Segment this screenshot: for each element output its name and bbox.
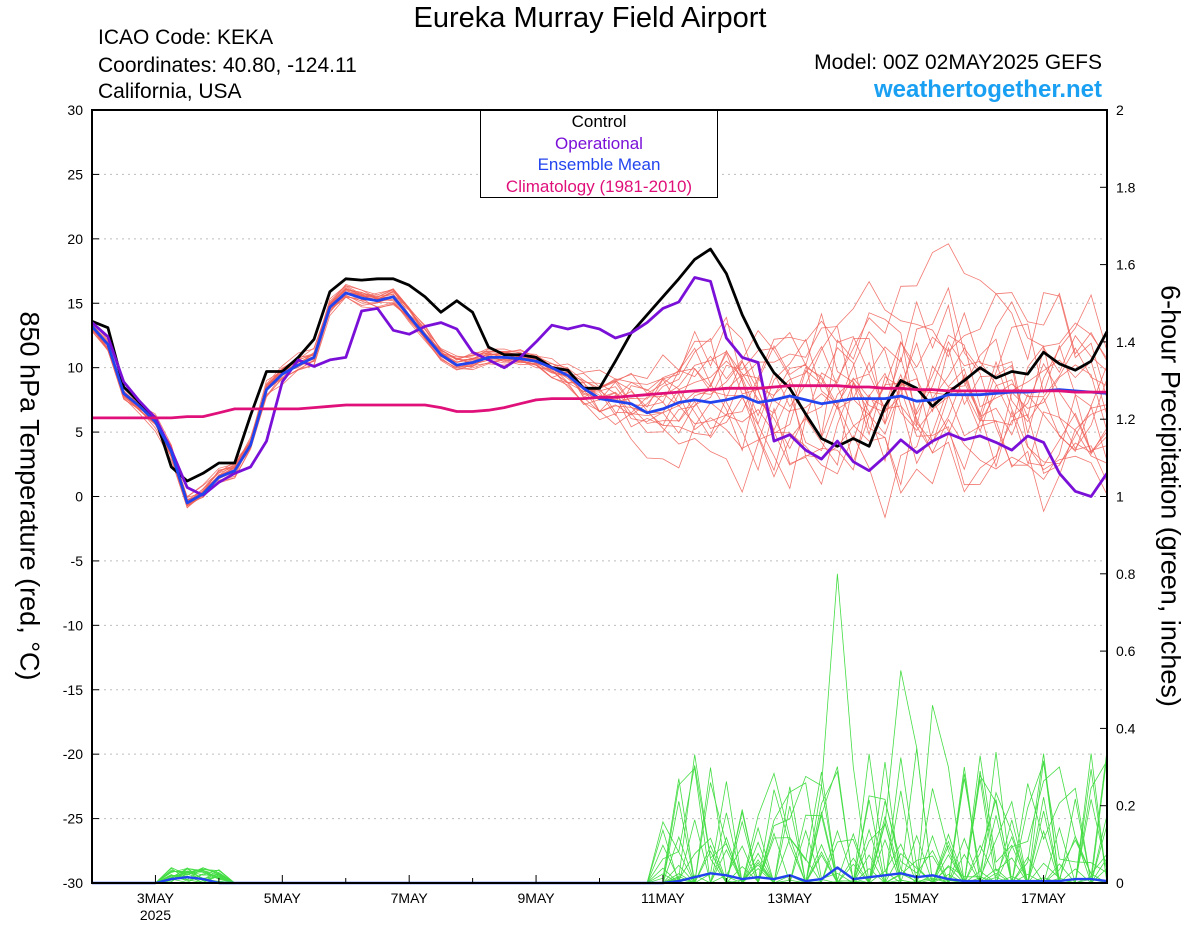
x-tick-label: 7MAY	[391, 890, 429, 906]
operational-line	[91, 276, 1109, 498]
y-tick-label-left: 30	[67, 102, 83, 118]
region: California, USA	[98, 80, 242, 103]
y-tick-label-right: 0.4	[1116, 720, 1136, 736]
y-tick-label-right: 0.2	[1116, 798, 1136, 814]
y-tick-label-right: 0.8	[1116, 566, 1136, 582]
legend-item-operational: Operational	[555, 133, 643, 153]
y-tick-label-left: 10	[67, 360, 83, 376]
ensemble-member-precip-line	[92, 778, 1108, 885]
coordinates: Coordinates: 40.80, -124.11	[98, 54, 357, 77]
y-tick-label-right: 1.2	[1116, 411, 1136, 427]
y-tick-label-right: 2	[1116, 102, 1124, 118]
x-tick-label: 17MAY	[1021, 890, 1067, 906]
y-tick-label-left: 5	[75, 424, 83, 440]
y-tick-label-left: -15	[63, 682, 83, 698]
y-tick-label-left: -30	[63, 875, 83, 891]
x-tick-label: 3MAY	[137, 890, 175, 906]
icao-code: ICAO Code: KEKA	[98, 26, 274, 49]
y-tick-label-left: 25	[67, 166, 83, 182]
control-line	[91, 247, 1109, 483]
ensemble-member-precip-line	[92, 782, 1107, 884]
y-tick-label-right: 1.4	[1116, 334, 1136, 350]
ensemble-member-temp-line	[91, 296, 1108, 507]
site-link[interactable]: weathertogether.net	[873, 76, 1102, 103]
plot-frame	[91, 109, 1108, 884]
climatology-line	[92, 384, 1107, 420]
y-axis-label-left: 850 hPa Temperature (red, °C)	[14, 311, 45, 681]
y-tick-label-left: -10	[63, 617, 83, 633]
legend-item-control: Control	[571, 112, 627, 131]
ensemble-member-precip-line	[92, 779, 1108, 885]
legend: Control Operational Ensemble Mean Climat…	[480, 110, 718, 198]
chart-title: Eureka Murray Field Airport	[413, 2, 767, 34]
x-tick-label: 15MAY	[894, 890, 940, 906]
ensemble-member-temp-line	[91, 288, 1108, 519]
model-run: Model: 00Z 02MAY2025 GEFS	[814, 51, 1102, 74]
y-tick-label-left: 15	[67, 295, 83, 311]
y-tick-label-right: 1	[1116, 489, 1124, 505]
x-tick-label: 13MAY	[767, 890, 813, 906]
legend-item-climatology: Climatology (1981-2010)	[505, 176, 693, 196]
y-tick-label-right: 0	[1116, 875, 1124, 891]
y-tick-label-left: -20	[63, 746, 83, 762]
legend-item-ensemble-mean: Ensemble Mean	[537, 155, 661, 174]
x-tick-label: 9MAY	[518, 890, 556, 906]
y-tick-label-left: -5	[71, 553, 84, 569]
y-axis-label-right: 6-hour Precipitation (green, inches)	[1155, 285, 1186, 707]
y-tick-label-left: -25	[63, 811, 83, 827]
x-tick-sublabel: 2025	[140, 907, 171, 923]
y-tick-label-right: 1.8	[1116, 179, 1136, 195]
ensemble-member-precip-line	[92, 670, 1108, 884]
x-tick-label: 11MAY	[641, 890, 685, 906]
y-tick-label-left: 0	[75, 489, 83, 505]
y-tick-label-right: 0.6	[1116, 643, 1136, 659]
y-tick-label-right: 1.6	[1116, 257, 1136, 273]
x-tick-label: 5MAY	[264, 890, 302, 906]
ensemble-member-precip-line	[92, 705, 1108, 884]
y-tick-label-left: 20	[67, 231, 83, 247]
